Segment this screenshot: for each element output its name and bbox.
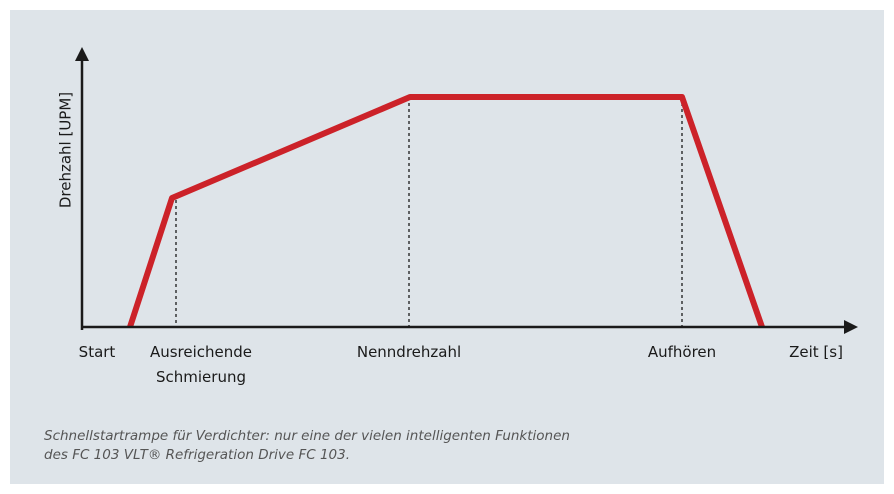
panel	[10, 10, 884, 484]
marker-label: Schmierung	[156, 368, 246, 386]
x-arrow	[844, 320, 858, 334]
y-arrow	[75, 47, 89, 61]
caption: des FC 103 VLT® Refrigeration Drive FC 1…	[44, 447, 350, 463]
marker-label: Nenndrehzahl	[357, 343, 461, 361]
marker-label: Aufhören	[648, 343, 716, 361]
y-axis-label: Drehzahl [UPM]	[57, 92, 75, 208]
guides	[175, 97, 683, 327]
caption: Schnellstartrampe für Verdichter: nur ei…	[44, 428, 570, 444]
marker-label: Ausreichende	[150, 343, 252, 361]
marker-label: Start	[79, 343, 116, 361]
x-axis-label: Zeit [s]	[789, 343, 843, 361]
speed-curve	[127, 94, 765, 328]
